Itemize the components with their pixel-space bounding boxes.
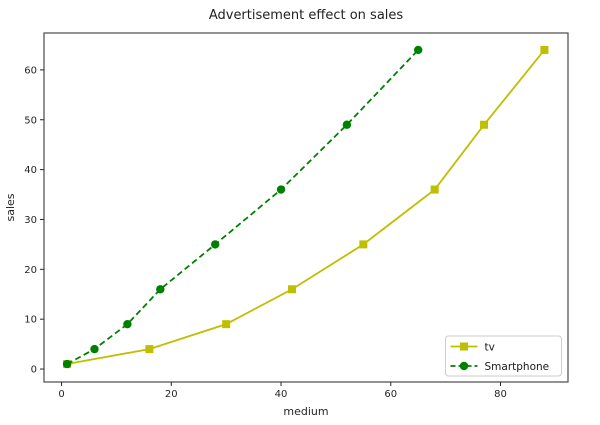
data-point-tv [430, 185, 439, 194]
data-point-Smartphone [276, 185, 286, 194]
data-point-Smartphone [342, 120, 352, 129]
data-point-Smartphone [62, 359, 72, 369]
y-axis-label: sales [4, 193, 17, 221]
data-point-tv [540, 45, 549, 54]
legend-marker-Smartphone [459, 361, 469, 371]
x-tick-label: 80 [494, 389, 507, 400]
y-tick-label: 60 [24, 65, 37, 76]
y-tick-label: 0 [31, 365, 37, 376]
legend-marker-tv [460, 342, 468, 351]
x-tick-label: 0 [58, 389, 64, 400]
y-tick-label: 20 [24, 265, 37, 276]
series-line-tv [66, 49, 546, 365]
x-tick-label: 40 [275, 389, 288, 400]
axes-spines [43, 32, 569, 383]
x-axis-label: medium [283, 405, 328, 418]
legend-label-Smartphone: Smartphone [485, 361, 550, 373]
data-point-tv [288, 285, 297, 294]
y-tick-label: 30 [24, 215, 37, 226]
plot-area: 0 20 40 60 80 0 10 20 30 40 50 60 tv Smartphone [24, 32, 569, 400]
y-tick-label: 50 [24, 115, 37, 126]
y-tick-label: 10 [24, 315, 37, 326]
data-point-Smartphone [414, 45, 423, 55]
data-point-tv [222, 320, 231, 329]
chart-title: Advertisement effect on sales [209, 8, 404, 23]
data-point-Smartphone [210, 240, 220, 249]
data-point-Smartphone [123, 319, 132, 329]
x-tick-label: 20 [165, 389, 178, 400]
y-tick-label: 40 [24, 165, 37, 176]
data-point-Smartphone [90, 344, 99, 354]
data-point-Smartphone [156, 285, 165, 294]
x-tick-label: 60 [384, 389, 397, 400]
legend-label-tv: tv [485, 341, 495, 353]
series-line-Smartphone [66, 49, 419, 365]
data-point-tv [145, 345, 154, 354]
data-point-tv [480, 120, 489, 129]
data-point-tv [359, 240, 368, 249]
